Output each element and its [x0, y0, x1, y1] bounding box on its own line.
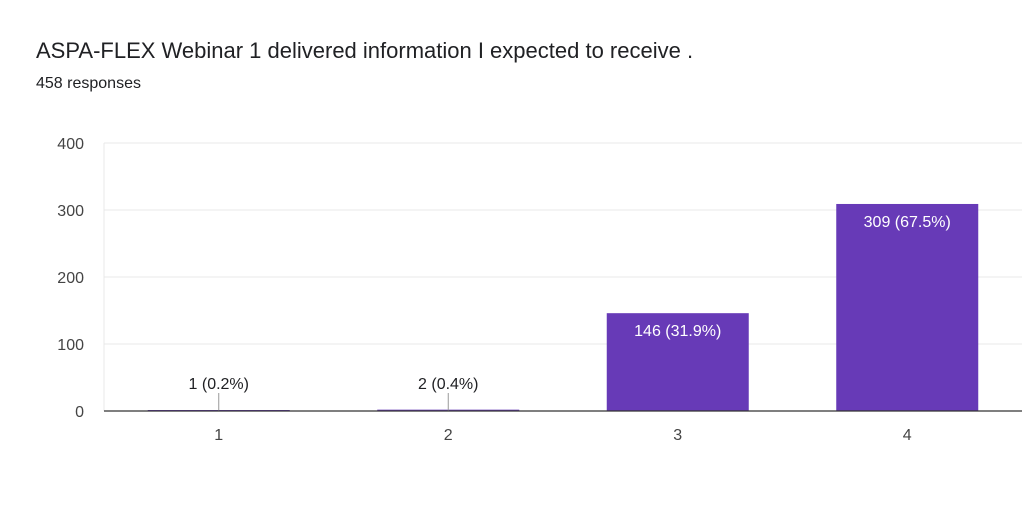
x-tick-label: 4 [903, 427, 912, 444]
bar [606, 313, 749, 411]
y-tick-label: 100 [57, 337, 84, 354]
x-tick-label: 2 [444, 427, 453, 444]
x-tick-label: 1 [214, 427, 223, 444]
chart-title: ASPA-FLEX Webinar 1 delivered informatio… [36, 38, 694, 63]
bar [836, 203, 979, 411]
x-tick-label: 3 [673, 427, 682, 444]
data-label: 1 (0.2%) [189, 376, 249, 393]
y-tick-label: 200 [57, 270, 84, 287]
data-label: 309 (67.5%) [864, 214, 951, 231]
y-tick-label: 400 [57, 136, 84, 153]
y-tick-label: 300 [57, 203, 84, 220]
response-count: 458 responses [36, 75, 141, 92]
data-label: 146 (31.9%) [634, 323, 721, 340]
y-tick-label: 0 [75, 404, 84, 421]
data-label: 2 (0.4%) [418, 376, 478, 393]
